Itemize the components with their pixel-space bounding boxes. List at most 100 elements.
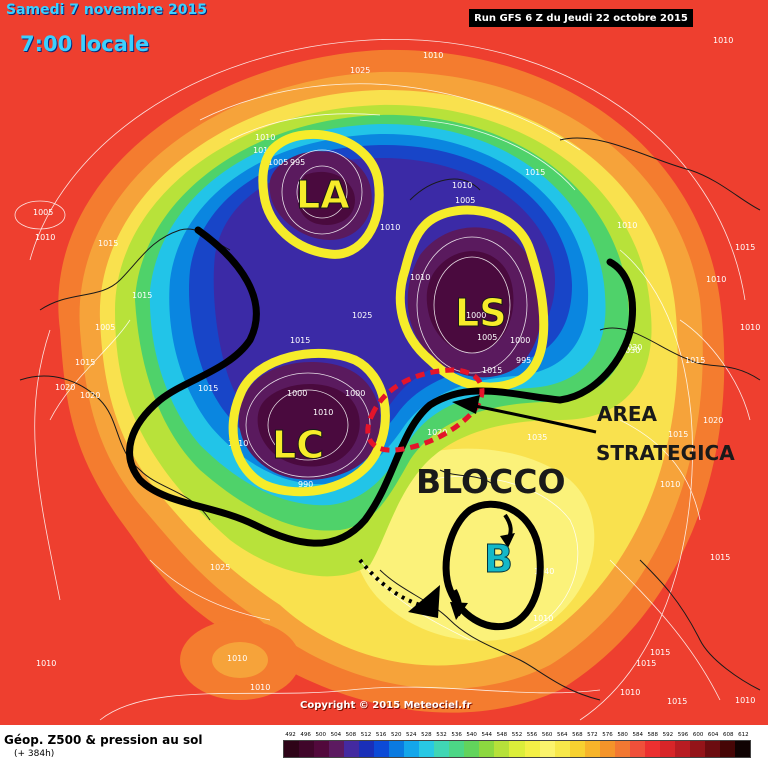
scale-tick-label: 576 xyxy=(602,732,613,738)
pacific-warm-core xyxy=(212,642,268,678)
label-la: LA xyxy=(296,173,350,217)
block-ridge-line xyxy=(126,226,637,547)
pressure-label: 1010 xyxy=(250,683,270,692)
pressure-label: 1015 xyxy=(132,291,152,300)
pressure-label: 1010 xyxy=(617,221,637,230)
color-scale-bar xyxy=(283,740,751,758)
scale-tick-label: 572 xyxy=(587,732,598,738)
scale-tick-label: 556 xyxy=(526,732,538,738)
scale-tick-label: 600 xyxy=(692,732,704,738)
pressure-label: 1010 xyxy=(36,659,56,668)
cutoff-low-b-outline xyxy=(442,500,544,630)
pressure-label: 1015 xyxy=(75,358,95,367)
scale-swatch xyxy=(374,741,390,757)
pressure-label: 1020 xyxy=(80,391,100,400)
pressure-label: 1010 xyxy=(740,323,760,332)
scale-tick-label: 520 xyxy=(390,732,402,738)
pressure-label: 1030 xyxy=(620,346,640,355)
scale-tick-label: 568 xyxy=(572,732,583,738)
pressure-label: 1015 xyxy=(668,430,688,439)
pressure-label: 1025 xyxy=(210,563,230,572)
scale-tick-label: 560 xyxy=(541,732,553,738)
pressure-label: 1015 xyxy=(482,366,502,375)
label-blocco: BLOCCO xyxy=(416,462,566,501)
pressure-label: 995 xyxy=(516,356,531,365)
pressure-label: 990 xyxy=(298,480,313,489)
pressure-label: 1005 xyxy=(95,323,115,332)
scale-swatch xyxy=(299,741,315,757)
label-ls: LS xyxy=(455,291,507,335)
scale-tick-label: 540 xyxy=(466,732,477,738)
low-core-ls-inner xyxy=(426,251,514,353)
pressure-label: 1010 xyxy=(533,614,553,623)
label-b: B xyxy=(484,537,513,581)
forecast-date: Samedi 7 novembre 2015 xyxy=(6,2,207,18)
scale-swatch xyxy=(569,741,585,757)
scale-swatch xyxy=(479,741,495,757)
scale-swatch xyxy=(584,741,600,757)
pressure-label: 1015 xyxy=(98,239,118,248)
scale-tick-label: 608 xyxy=(723,732,734,738)
scale-swatch xyxy=(614,741,630,757)
scale-tick-label: 592 xyxy=(662,732,674,738)
scale-swatch xyxy=(284,741,300,757)
scale-swatch xyxy=(494,741,510,757)
pressure-label: 1025 xyxy=(352,311,372,320)
pressure-label: 1035 xyxy=(527,433,547,442)
pressure-label: 1015 xyxy=(667,697,687,706)
legend-subtitle: (+ 384h) xyxy=(14,749,55,759)
pressure-label: 995 xyxy=(290,158,305,167)
scale-tick-label: 548 xyxy=(496,732,508,738)
la-outline xyxy=(258,130,384,259)
scale-tick-label: 536 xyxy=(451,732,462,738)
pressure-label: 1015 xyxy=(636,659,656,668)
scale-swatch xyxy=(599,741,615,757)
pressure-label: 1010 xyxy=(313,408,333,417)
scale-tick-label: 604 xyxy=(707,732,719,738)
pressure-label-group: 1010 1030 1020 1015 1010 1010 1025 1015 … xyxy=(33,36,760,706)
pressure-label: 1020 xyxy=(703,416,723,425)
pressure-label: 1000 xyxy=(466,311,486,320)
scale-swatch xyxy=(314,741,330,757)
cutoff-arrow-1-head xyxy=(500,533,515,548)
scale-tick-label: 552 xyxy=(511,732,523,738)
pressure-label: 1010 xyxy=(706,275,726,284)
scale-tick-label: 564 xyxy=(556,732,568,738)
pressure-label: 1010 xyxy=(255,133,275,142)
scale-swatch xyxy=(719,741,735,757)
scale-tick-label: 504 xyxy=(330,732,342,738)
scale-swatch xyxy=(704,741,720,757)
scale-tick-label: 588 xyxy=(647,732,659,738)
scale-swatch xyxy=(644,741,660,757)
copyright-notice: Copyright © 2015 Meteociel.fr xyxy=(300,700,472,711)
pressure-label: 1010 xyxy=(660,480,680,489)
scale-swatch xyxy=(434,741,450,757)
legend-title: Géop. Z500 & pression au sol xyxy=(4,733,203,747)
scale-tick-label: 512 xyxy=(360,732,372,738)
low-core-lc-inner xyxy=(257,383,360,467)
color-scale-labels: 492 496 500 504 508 512 516 520 524 528 532 536 540 5… xyxy=(283,732,751,738)
pressure-label: 1010 xyxy=(380,223,400,232)
dotted-arrow-line xyxy=(358,558,421,607)
pressure-label: 1000 xyxy=(345,389,365,398)
pressure-label: 1000 xyxy=(287,389,307,398)
scale-tick-label: 580 xyxy=(617,732,628,738)
pressure-label: 1010 xyxy=(713,36,733,45)
scale-tick-label: 516 xyxy=(375,732,387,738)
scale-tick-label: 596 xyxy=(677,732,689,738)
scale-tick-label: 544 xyxy=(481,732,493,738)
strategic-area-outline xyxy=(365,367,485,453)
pressure-label: 1005 xyxy=(268,158,288,167)
pressure-label: 1010 xyxy=(735,696,755,705)
scale-swatch xyxy=(524,741,540,757)
strategic-area-arrow-head xyxy=(452,395,480,414)
pressure-label: 1005 xyxy=(455,196,475,205)
pressure-label: 1010 xyxy=(452,181,472,190)
scale-tick-label: 508 xyxy=(345,732,357,738)
scale-swatch xyxy=(539,741,555,757)
scale-swatch xyxy=(359,741,375,757)
label-lc: LC xyxy=(272,423,324,467)
scale-swatch xyxy=(689,741,705,757)
pressure-label: 1005 xyxy=(33,208,53,217)
pressure-label: 1015 xyxy=(735,243,755,252)
